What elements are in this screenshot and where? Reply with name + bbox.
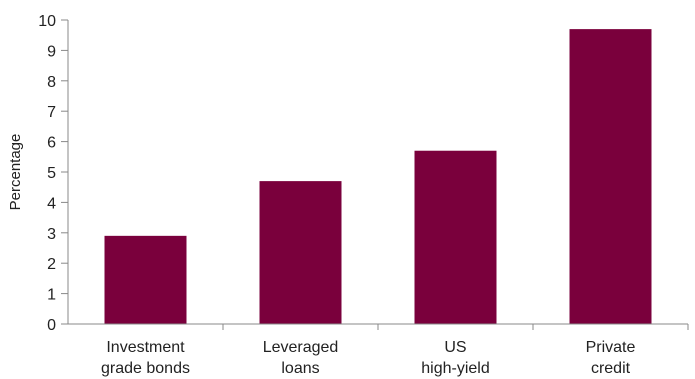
x-category-label: US high-yield [421,339,489,377]
x-category-label-line: loans [281,360,319,377]
x-category-label: Private credit [586,339,636,377]
y-tick-label: 2 [47,256,56,273]
bar [414,150,497,324]
bars [104,29,652,325]
y-tick-label: 10 [38,13,56,30]
y-tick-label: 4 [47,195,56,212]
x-axis: Investment grade bonds Leveraged loans US hig… [68,323,689,377]
x-category-label-line: Leveraged [263,339,339,356]
x-category-label: Investment grade bonds [101,339,190,377]
bar [259,181,342,324]
x-category-label-line: high-yield [421,360,489,377]
y-tick-label: 5 [47,165,56,182]
y-tick-label: 9 [47,43,56,60]
y-tick-label: 3 [47,226,56,243]
x-category-label: Leveraged loans [263,339,339,377]
y-axis-title: Percentage [7,134,24,211]
x-category-label-line: credit [591,360,631,377]
y-axis: 0 1 2 3 4 5 6 7 8 9 10 [38,13,69,334]
x-category-label-line: grade bonds [101,360,190,377]
y-tick-label: 7 [47,104,56,121]
x-category-label-line: US [444,339,466,356]
y-tick-label: 6 [47,135,56,152]
x-category-label-line: Investment [106,339,185,356]
bar [104,235,187,324]
y-tick-label: 0 [47,317,56,334]
y-tick-label: 8 [47,74,56,91]
y-tick-label: 1 [47,287,56,304]
bar [569,29,652,325]
x-category-label-line: Private [586,339,636,356]
